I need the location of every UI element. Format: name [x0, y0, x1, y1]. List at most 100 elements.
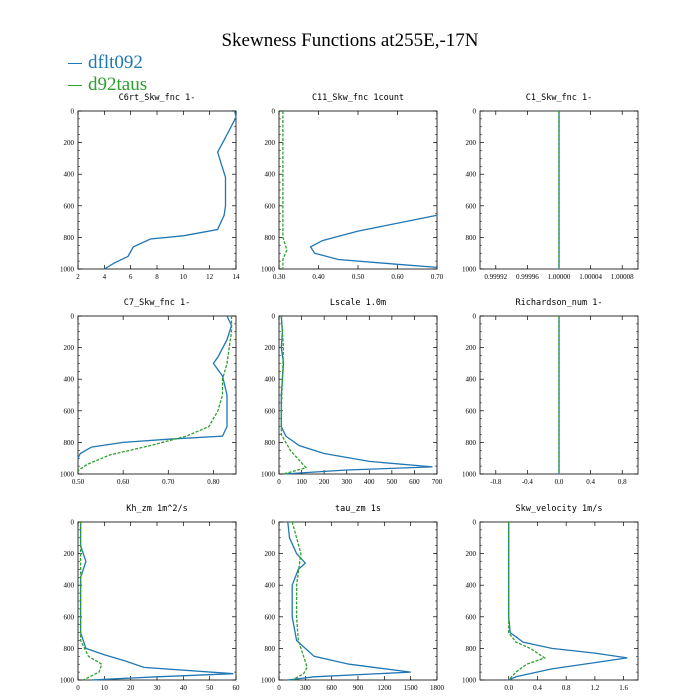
y-tick-label: 200 — [466, 139, 477, 147]
x-tick-label: 300 — [341, 478, 352, 486]
y-tick-label: 800 — [265, 645, 276, 653]
y-tick-label: 400 — [64, 171, 75, 179]
x-tick-label: 400 — [364, 478, 375, 486]
y-tick-label: 1000 — [261, 266, 276, 274]
y-tick-label: 200 — [64, 344, 75, 352]
x-tick-label: -0.4 — [522, 478, 534, 486]
series-line-dflt092 — [508, 522, 628, 681]
panel-title: C6rt_Skw_fnc 1- — [119, 93, 196, 103]
legend-label: dflt092 — [88, 52, 143, 73]
y-tick-label: 1000 — [462, 471, 477, 479]
x-tick-label: 100 — [296, 478, 307, 486]
chart-title: Skewness Functions at255E,-17N — [221, 30, 479, 51]
x-tick-label: 500 — [387, 478, 398, 486]
panel-title: Kh_zm 1m^2/s — [126, 504, 187, 514]
x-tick-label: 4 — [103, 273, 107, 281]
plot-frame — [77, 521, 237, 681]
y-tick-label: 200 — [64, 550, 75, 558]
x-tick-label: 1.6 — [619, 684, 628, 692]
x-tick-label: 0.80 — [207, 478, 220, 486]
panel-title: C1_Skw_fnc 1- — [526, 93, 593, 103]
y-tick-label: 1000 — [261, 677, 276, 685]
y-tick-label: 800 — [64, 439, 75, 447]
plot-frame — [278, 521, 438, 681]
y-tick-label: 1000 — [462, 266, 477, 274]
x-tick-label: 1.00000 — [548, 273, 571, 281]
x-tick-label: -0.8 — [490, 478, 502, 486]
x-tick-label: 0.99996 — [516, 273, 539, 281]
x-tick-label: 0.4 — [586, 478, 595, 486]
x-tick-label: 0.0 — [504, 684, 513, 692]
y-tick-label: 1000 — [60, 266, 75, 274]
y-tick-label: 0 — [473, 313, 477, 321]
series-line-dflt092 — [77, 315, 233, 459]
x-tick-label: 0 — [277, 684, 281, 692]
x-tick-label: 0.70 — [162, 478, 175, 486]
x-tick-label: 1500 — [404, 684, 419, 692]
y-tick-label: 0 — [473, 519, 477, 527]
y-tick-label: 800 — [64, 234, 75, 242]
x-tick-label: 0.99992 — [484, 273, 507, 281]
x-tick-label: 1200 — [377, 684, 392, 692]
x-tick-label: 20 — [127, 684, 135, 692]
y-tick-label: 800 — [466, 234, 477, 242]
x-tick-label: 0 — [76, 684, 80, 692]
y-tick-label: 600 — [265, 202, 276, 210]
x-tick-label: 0.60 — [117, 478, 130, 486]
x-tick-label: 30 — [154, 684, 162, 692]
x-tick-label: 700 — [432, 478, 443, 486]
legend-line-icon — [68, 85, 82, 87]
legend-line-icon — [68, 63, 82, 65]
x-tick-label: 900 — [353, 684, 364, 692]
y-tick-label: 1000 — [261, 471, 276, 479]
y-tick-label: 200 — [265, 139, 276, 147]
series-line-dflt092 — [79, 522, 234, 681]
y-tick-label: 0 — [71, 108, 75, 116]
panel-title: C7_Skw_fnc 1- — [124, 298, 191, 308]
x-tick-label: 50 — [206, 684, 214, 692]
series-line-d92taus — [291, 521, 308, 681]
x-tick-label: 10 — [180, 273, 188, 281]
x-tick-label: 2 — [76, 273, 80, 281]
y-tick-label: 400 — [466, 582, 477, 590]
x-tick-label: 60 — [233, 684, 241, 692]
x-tick-label: 0.8 — [562, 684, 571, 692]
y-tick-label: 400 — [265, 376, 276, 384]
x-tick-label: 0.60 — [391, 273, 404, 281]
series-line-dflt092 — [309, 214, 438, 269]
y-tick-label: 200 — [265, 344, 276, 352]
y-tick-label: 1000 — [60, 471, 75, 479]
y-tick-label: 600 — [466, 407, 477, 415]
y-tick-label: 0 — [71, 519, 75, 527]
legend-item-dflt092: dflt092 — [68, 52, 143, 74]
x-tick-label: 1.00008 — [611, 273, 634, 281]
series-line-d92taus — [79, 522, 103, 681]
y-tick-label: 800 — [265, 234, 276, 242]
panel-title: tau_zm 1s — [335, 504, 381, 514]
y-tick-label: 0 — [71, 313, 75, 321]
plot-frame — [278, 315, 438, 475]
y-tick-label: 400 — [64, 582, 75, 590]
x-tick-label: 0.0 — [555, 478, 564, 486]
x-tick-label: 0.4 — [533, 684, 542, 692]
y-tick-label: 1000 — [462, 677, 477, 685]
x-tick-label: 8 — [155, 273, 159, 281]
chart-panel: Skw_velocity 1m/s 0 200 400 600 800 1000 0.0 0.4… — [462, 504, 639, 692]
plot-frame — [77, 110, 237, 270]
series-line-dflt092 — [103, 110, 237, 270]
y-tick-label: 1000 — [60, 677, 75, 685]
x-tick-label: 10 — [101, 684, 109, 692]
y-tick-label: 200 — [466, 550, 477, 558]
series-line-d92taus — [508, 522, 547, 681]
x-tick-label: 1.2 — [591, 684, 600, 692]
x-tick-label: 1800 — [430, 684, 445, 692]
x-tick-label: 1.00004 — [579, 273, 602, 281]
x-tick-label: 200 — [319, 478, 330, 486]
plot-frame — [77, 315, 237, 475]
x-tick-label: 40 — [180, 684, 188, 692]
